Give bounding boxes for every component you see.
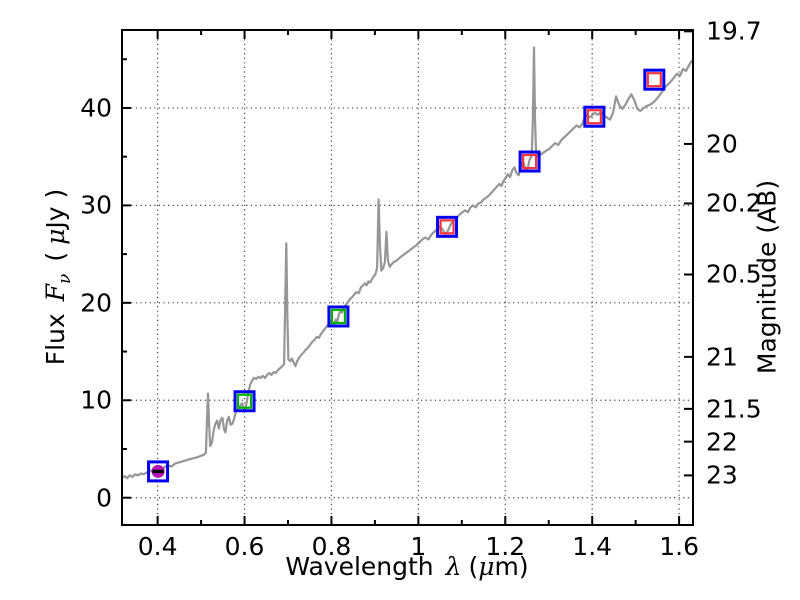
y-tick-label: 10 <box>80 385 112 415</box>
magnitude-tick-label: 20.2 <box>706 188 762 218</box>
mu-symbol: μ <box>478 552 495 581</box>
x-tick-label: 0.8 <box>311 532 352 561</box>
magnitude-tick-label: 20 <box>706 129 738 159</box>
model_photometry-marker <box>327 305 350 328</box>
x-tick-label: 1.2 <box>485 532 526 561</box>
observed_photometry_red-marker <box>522 153 538 170</box>
observed_photometry_red-marker <box>586 109 602 125</box>
model_photometry-marker <box>436 215 459 238</box>
model_photometry-marker <box>147 460 170 483</box>
magnitude-tick-label: 19.7 <box>706 16 762 46</box>
model_photometry-marker <box>233 390 256 413</box>
magnitude-tick-label: 21.5 <box>706 394 762 424</box>
y-tick-label: 40 <box>80 93 112 123</box>
observed_photometry_green-marker <box>330 308 347 325</box>
flux-unit-close: Jy ) <box>41 188 70 229</box>
x-tick-label: 1.4 <box>572 532 613 561</box>
x-axis-label: Wavelength λ (μm) <box>285 552 528 581</box>
y-axis-label-flux: Flux Fν ( μJy ) <box>41 189 75 366</box>
observed_photometry_red-marker <box>646 72 662 88</box>
x-axis-label-text: Wavelength <box>285 552 434 581</box>
flux-mu-symbol: μ <box>41 228 70 245</box>
x-tick-label: 0.6 <box>224 532 265 561</box>
observed_photometry_green-marker <box>236 393 253 409</box>
flux-F-symbol: F <box>41 283 70 302</box>
x-tick-label: 1.6 <box>659 532 699 561</box>
y-tick-label: 30 <box>80 190 112 220</box>
nu-symbol: ν <box>55 273 75 284</box>
magnitude-tick-label: 20.5 <box>706 259 762 289</box>
x-unit-close: m) <box>494 552 529 581</box>
magnitude-tick-label: 21 <box>706 342 738 372</box>
flux-label-text: Flux <box>41 313 70 366</box>
flux-unit-open: ( <box>41 251 70 262</box>
y-tick-label: 20 <box>80 288 112 318</box>
x-unit-open: ( <box>468 552 479 581</box>
plot-frame <box>121 29 694 526</box>
lambda-symbol: λ <box>445 552 462 581</box>
model_photometry-marker <box>518 150 541 173</box>
x-tick-label: 1 <box>410 532 427 561</box>
model_photometry-marker <box>643 68 666 91</box>
spectrum-line <box>122 46 693 480</box>
model_photometry-marker <box>583 105 606 128</box>
y-axis-label-magnitude: Magnitude (AB) <box>752 179 782 375</box>
y-tick-label: 0 <box>96 483 112 513</box>
x-tick-label: 0.4 <box>137 532 178 561</box>
magnitude-tick-label: 23 <box>706 460 738 490</box>
magnitude-tick-label: 22 <box>706 427 738 457</box>
observed_photometry_red-marker <box>439 219 455 235</box>
